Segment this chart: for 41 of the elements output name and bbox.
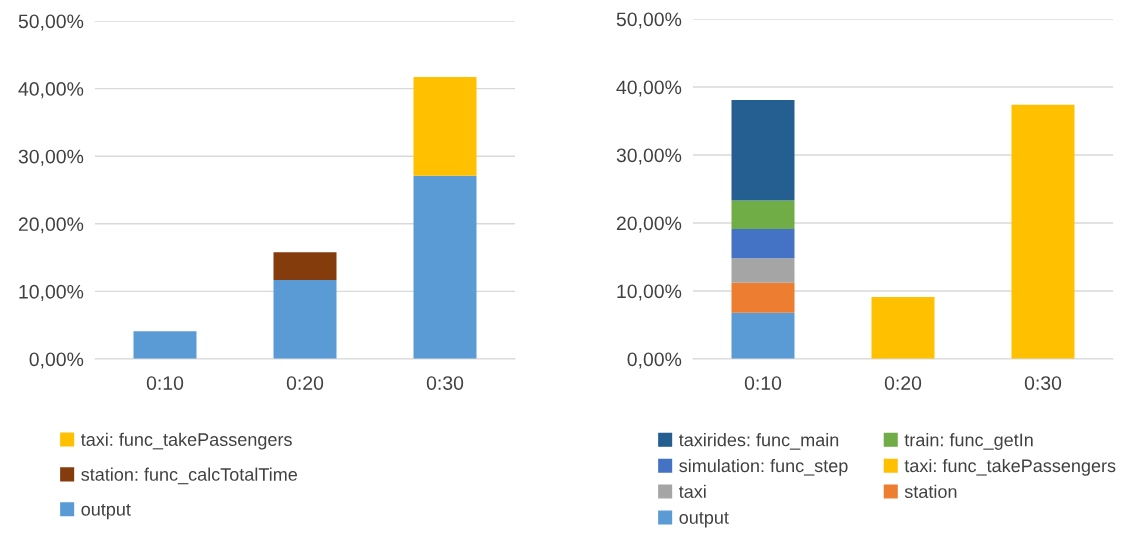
bar xyxy=(413,175,477,359)
y-tick-label: 20,00% xyxy=(616,216,682,233)
legend-label: train: func_getIn xyxy=(904,433,1033,450)
bar xyxy=(731,312,795,359)
bar xyxy=(273,252,337,280)
bar xyxy=(133,331,197,359)
bar xyxy=(731,99,795,201)
legend-label: simulation: func_step xyxy=(679,458,848,476)
bar xyxy=(871,297,935,359)
bar xyxy=(731,229,795,259)
y-tick-label: 30,00% xyxy=(616,148,682,165)
x-tick-label: 0:10 xyxy=(744,376,782,390)
y-tick-label: 10,00% xyxy=(617,284,682,301)
y-tick-label: 40,00% xyxy=(18,82,84,99)
legend-label: taxi: func_takePassengers xyxy=(80,432,292,450)
x-tick-label: 0:30 xyxy=(1024,376,1062,390)
y-tick-label: 0,00% xyxy=(29,352,84,369)
bar xyxy=(413,77,477,176)
legend-label: taxi: func_takePassengers xyxy=(904,458,1116,476)
x-tick-label: 0:30 xyxy=(426,376,464,390)
y-tick-label: 30,00% xyxy=(18,149,84,166)
bar xyxy=(731,258,795,283)
y-tick-label: 20,00% xyxy=(18,217,84,234)
y-tick-label: 0,00% xyxy=(627,352,682,369)
x-tick-label: 0:20 xyxy=(286,376,324,390)
legend-label: taxirides: func_main xyxy=(678,433,839,450)
y-tick-label: 10,00% xyxy=(19,284,84,301)
bar xyxy=(731,282,795,313)
bar xyxy=(1011,104,1075,359)
y-tick-label: 40,00% xyxy=(616,80,682,97)
legend-label: output xyxy=(81,503,131,520)
bar xyxy=(731,200,795,230)
legend-label: station xyxy=(904,484,957,499)
legend-label: station: func_calcTotalTime xyxy=(81,467,297,485)
legend-label: taxi xyxy=(678,484,706,499)
x-tick-label: 0:20 xyxy=(884,376,922,390)
bar xyxy=(273,279,337,359)
x-tick-label: 0:10 xyxy=(146,376,184,390)
y-tick-label: 50,00% xyxy=(18,14,84,31)
legend-label: output xyxy=(679,512,729,528)
y-tick-label: 50,00% xyxy=(616,12,682,29)
